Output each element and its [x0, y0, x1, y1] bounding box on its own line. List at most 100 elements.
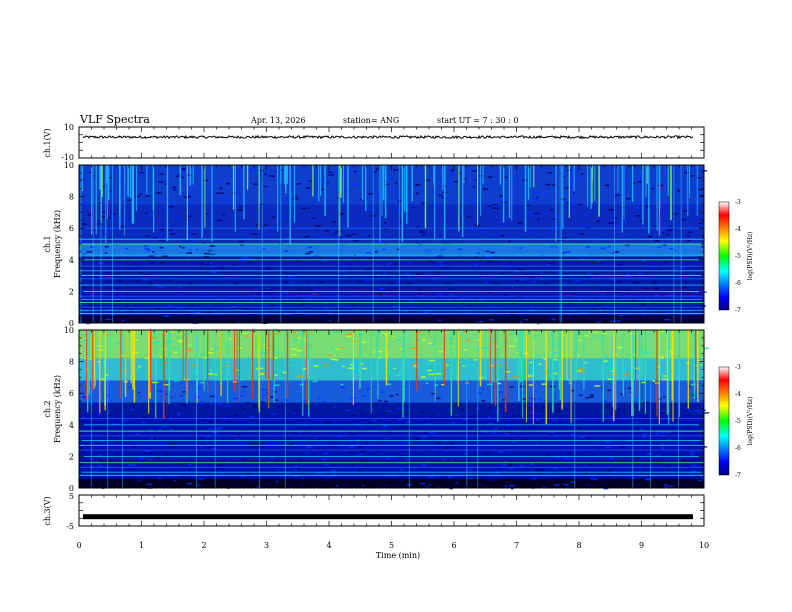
spectrogram-speckle: [297, 375, 302, 378]
spectrogram-speckle: [188, 463, 192, 466]
spectrogram-speckle: [323, 302, 328, 305]
spectrogram-speckle: [202, 357, 208, 359]
spectrogram-speckle: [308, 180, 312, 182]
spectrogram-speckle: [166, 209, 171, 211]
spectrogram-speckle: [178, 341, 183, 343]
spectrogram-speckle: [474, 179, 477, 181]
spectrogram-speckle: [309, 190, 315, 192]
spectrogram-speckle: [195, 311, 201, 314]
spectrogram-speckle: [645, 288, 650, 290]
spectrogram-speckle: [111, 289, 116, 291]
spectrogram-speckle: [221, 362, 224, 365]
spectrogram-speckle: [533, 198, 539, 201]
spectrogram-speckle: [667, 434, 672, 436]
spectrogram-speckle: [478, 484, 482, 486]
spectrogram-speckle: [215, 206, 219, 208]
spectrogram-speckle: [163, 197, 169, 200]
spectrogram-speckle: [539, 273, 543, 275]
spectrogram-speckle: [79, 341, 83, 343]
spectrogram-speckle: [424, 311, 429, 313]
spectrogram-speckle: [216, 346, 220, 349]
spectrogram-speckle: [545, 335, 549, 337]
spectrogram-speckle: [454, 180, 458, 183]
spectrogram-speckle: [504, 461, 509, 463]
spectrogram-speckle: [330, 358, 337, 361]
spectrogram-speckle: [483, 431, 489, 433]
spectrogram-speckle: [187, 482, 193, 485]
spectrogram-speckle: [274, 391, 278, 393]
spectrogram-speckle: [637, 201, 643, 204]
spectrogram-speckle: [159, 228, 165, 231]
spectrogram-speckle: [528, 211, 534, 213]
spectrogram-speckle: [333, 331, 339, 333]
spectrogram-speckle: [437, 417, 443, 419]
spectrogram-speckle: [206, 435, 211, 438]
spectrogram-speckle: [288, 443, 293, 446]
spectrogram-speckle: [366, 252, 371, 254]
spectrogram-speckle: [416, 367, 422, 369]
spectrogram-speckle: [143, 245, 149, 248]
spectrogram-speckle: [365, 442, 369, 444]
spectrogram-speckle: [181, 181, 185, 183]
spectrogram-speckle: [540, 278, 546, 280]
spectrogram-speckle: [660, 229, 666, 231]
spectrogram-speckle: [623, 273, 627, 275]
spectrogram-speckle: [517, 222, 523, 224]
spectrogram-speckle: [306, 289, 313, 292]
spectrogram-speckle: [447, 476, 453, 478]
spectrogram-speckle: [85, 443, 89, 445]
ch1-spectrogram-yticklabels: 0 2 4 6 8 10: [64, 161, 74, 328]
spectrogram-speckle: [541, 383, 547, 385]
spectrogram-speckle: [454, 372, 457, 375]
spectrogram-speckle: [501, 272, 506, 275]
spectrogram-speckle: [275, 308, 279, 310]
spectrogram-speckle: [534, 469, 540, 471]
ch3-voltage-panel: 5 -5 ch.3(V): [43, 492, 705, 531]
spectrogram-speckle: [484, 346, 490, 349]
spectrogram-speckle: [593, 478, 598, 481]
spectrogram-speckle: [574, 204, 579, 206]
spectrogram-speckle: [400, 348, 405, 350]
spectrogram-speckle: [312, 217, 315, 219]
spectrogram-speckle: [547, 434, 553, 437]
spectrogram-speckle: [158, 368, 161, 370]
spectrogram-speckle: [257, 446, 264, 448]
spectrogram-speckle: [358, 224, 363, 226]
spectrogram-speckle: [260, 372, 266, 374]
spectrogram-speckle: [448, 183, 453, 185]
ch1-spectrogram-ylabel: ch.1: [43, 235, 52, 252]
spectrogram-speckle: [545, 237, 548, 240]
spectrogram-speckle: [490, 338, 496, 340]
spectrogram-speckle: [636, 485, 639, 487]
spectrogram-speckle: [81, 242, 86, 244]
spectrogram-speckle: [547, 171, 553, 174]
spectrogram-speckle: [517, 268, 523, 271]
spectrogram-speckle: [428, 484, 431, 486]
spectrogram-speckle: [428, 359, 435, 362]
spectrogram-speckle: [439, 260, 443, 263]
spectrogram-speckle: [156, 192, 162, 194]
spectrogram-speckle: [92, 175, 96, 177]
spectrogram-speckle: [230, 225, 234, 227]
spectrogram-speckle: [445, 450, 451, 452]
spectrogram-speckle: [519, 385, 525, 388]
spectrogram-speckle: [284, 427, 289, 429]
spectrogram-speckle: [351, 233, 356, 235]
spectrogram-speckle: [682, 483, 687, 485]
spectrogram-speckle: [137, 365, 141, 368]
spectrogram-speckle: [309, 192, 312, 195]
spectrogram-speckle: [484, 281, 488, 283]
spectrogram-speckle: [136, 369, 141, 371]
spectrogram-speckle: [323, 307, 328, 309]
spectrogram-speckle: [479, 260, 483, 262]
ch3-ytick-bottom: -5: [66, 522, 74, 531]
spectrogram-speckle: [482, 231, 487, 233]
spectrogram-speckle: [382, 412, 386, 415]
spectrogram-speckle: [312, 380, 318, 383]
spectrogram-speckle: [252, 294, 256, 296]
spectrogram-speckle: [235, 191, 239, 193]
spectrogram-speckle: [191, 364, 197, 367]
spectrogram-speckle: [578, 368, 584, 370]
spectrogram-speckle: [441, 384, 445, 386]
spectrogram-speckle: [419, 229, 423, 232]
